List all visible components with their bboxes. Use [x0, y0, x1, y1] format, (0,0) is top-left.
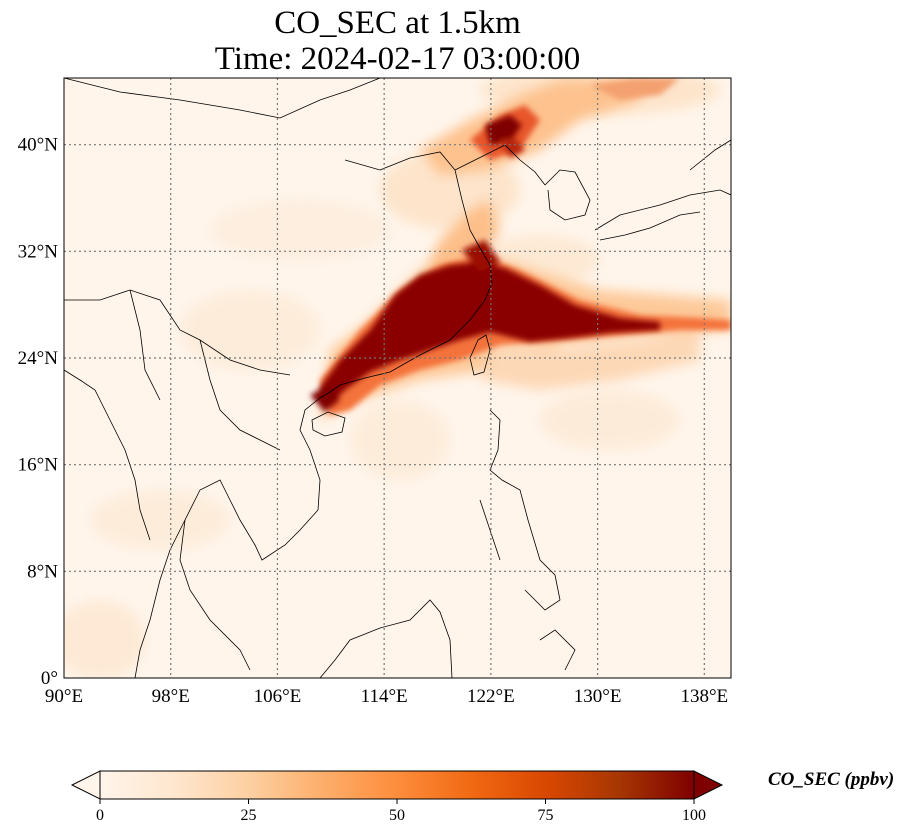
colorbar-tick-label: 75: [538, 807, 554, 824]
colorbar-extend-max: [693, 770, 724, 800]
lat-tick-label: 16°N: [18, 455, 59, 476]
colorbar-title: CO_SEC (ppbv): [768, 769, 895, 790]
lat-tick-label: 0°: [41, 668, 58, 689]
colorbar-tick-label: 50: [389, 807, 405, 824]
lat-tick-label: 8°N: [27, 561, 58, 582]
map-frame: [63, 77, 732, 679]
colorbar-extend-min: [70, 770, 101, 800]
lat-tick-label: 32°N: [18, 241, 59, 262]
gridlines: [64, 78, 731, 678]
lon-tick-label: 106°E: [254, 686, 302, 707]
lon-tick-labels: 90°E 98°E 106°E 114°E 122°E 130°E 138°E: [45, 686, 728, 707]
lon-tick-label: 130°E: [574, 686, 622, 707]
chart-subtitle-time: Time: 2024-02-17 03:00:00: [214, 41, 581, 77]
colorbar-ticks: 0 25 50 75 100: [96, 799, 706, 824]
colorbar-tick-label: 25: [241, 807, 257, 824]
colorbar-tick-label: 0: [96, 807, 104, 824]
colorbar-gradient: [100, 771, 694, 799]
lat-tick-labels: 0° 8°N 16°N 24°N 32°N 40°N: [18, 135, 59, 689]
colorbar: 0 25 50 75 100: [70, 770, 724, 824]
colorbar-tick-label: 100: [682, 807, 706, 824]
lon-tick-label: 114°E: [361, 686, 408, 707]
lon-tick-label: 90°E: [45, 686, 83, 707]
lon-tick-label: 98°E: [152, 686, 190, 707]
lon-tick-label: 122°E: [467, 686, 515, 707]
chart-title: CO_SEC at 1.5km: [274, 5, 521, 41]
lat-tick-label: 40°N: [18, 135, 59, 156]
lat-tick-label: 24°N: [18, 348, 59, 369]
lon-tick-label: 138°E: [680, 686, 728, 707]
